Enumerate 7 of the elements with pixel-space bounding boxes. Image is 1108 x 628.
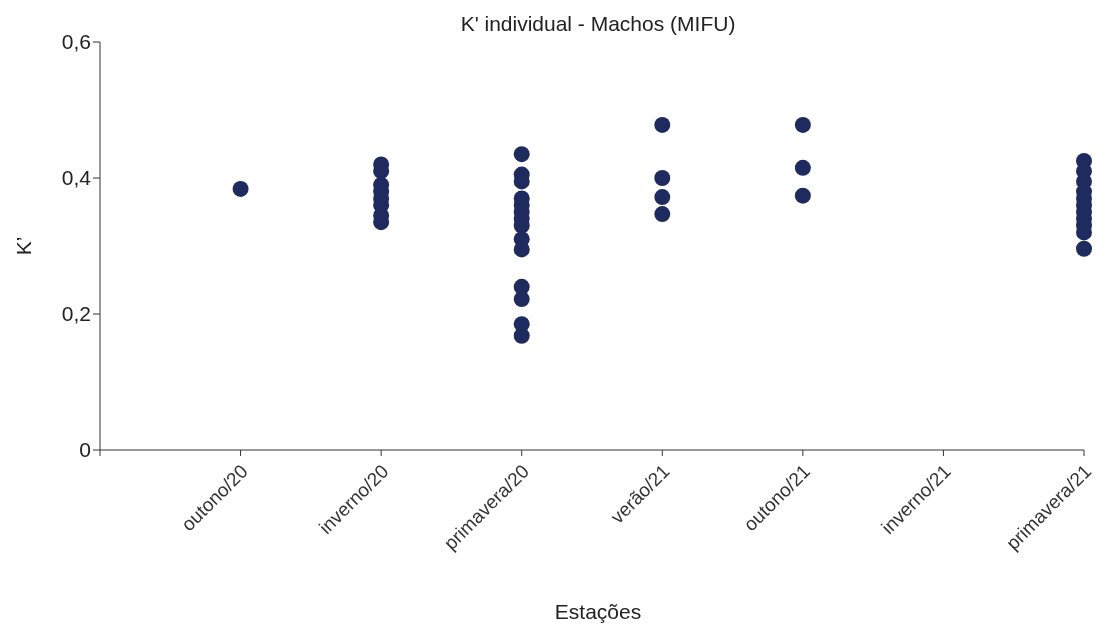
y-tick-label: 0,6: [61, 30, 91, 54]
y-tick-label: 0,2: [61, 302, 91, 326]
y-tick-label: 0,4: [61, 166, 92, 190]
x-axis-title: Estações: [553, 600, 643, 624]
y-tick-label: 0: [79, 438, 91, 462]
chart-title: K' individual - Machos (MIFU): [459, 12, 737, 36]
y-axis-title: K’: [12, 236, 36, 256]
